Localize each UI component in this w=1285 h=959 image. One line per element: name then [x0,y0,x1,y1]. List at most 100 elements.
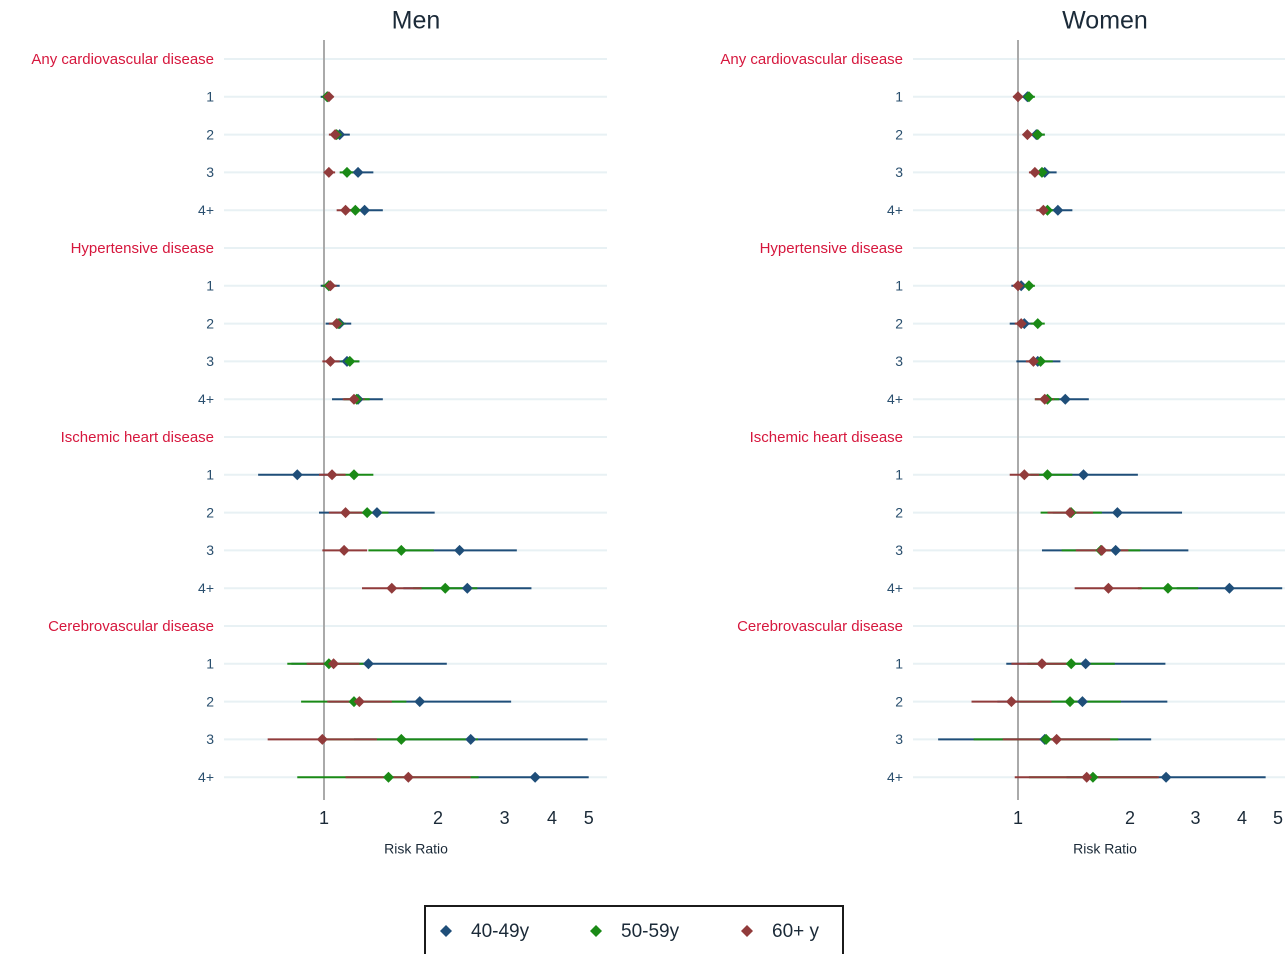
row-label: 1 [895,278,903,294]
estimate-marker-5059y [1162,582,1174,594]
row-label: 3 [206,164,214,180]
estimate-marker-4049y [1111,507,1123,519]
x-axis-label: Risk Ratio [384,841,448,857]
estimate-marker-60y [316,733,328,745]
estimate-marker-60y [1012,91,1024,103]
row-label: 2 [206,315,214,331]
estimate-marker-60y [1036,658,1048,670]
estimate-marker-5059y [1023,280,1035,292]
estimate-marker-4049y [1080,658,1092,670]
group-label: Ischemic heart disease [750,429,903,446]
estimate-marker-60y [386,582,398,594]
x-tick-label: 2 [1125,808,1135,828]
estimate-marker-4049y [454,544,466,556]
row-label: 1 [206,278,214,294]
x-tick-label: 1 [1013,808,1023,828]
group-label: Cerebrovascular disease [737,618,903,635]
legend-marker-60y [741,925,753,937]
estimate-marker-60y [1102,582,1114,594]
x-tick-label: 4 [547,808,557,828]
estimate-marker-60y [353,696,365,708]
estimate-marker-60y [1064,507,1076,519]
estimate-marker-60y [1051,733,1063,745]
legend-marker-4049y [440,925,452,937]
estimate-marker-5059y [382,771,394,783]
row-label: 3 [206,731,214,747]
estimate-marker-5059y [1035,355,1047,367]
estimate-marker-4049y [359,204,371,216]
group-label: Hypertensive disease [71,240,214,257]
panel-title: Women [1062,7,1148,35]
row-label: 1 [206,656,214,672]
group-label: Any cardiovascular disease [31,51,214,68]
row-label: 3 [206,353,214,369]
x-tick-label: 5 [584,808,594,828]
legend-label: 40-49y [471,921,530,942]
row-label: 1 [895,89,903,105]
row-label: 1 [895,656,903,672]
estimate-marker-60y [324,280,336,292]
estimate-marker-4049y [371,507,383,519]
estimate-marker-5059y [439,582,451,594]
estimate-marker-5059y [1064,696,1076,708]
estimate-marker-4049y [1223,582,1235,594]
estimate-marker-4049y [1160,771,1172,783]
forest-panel-women: Women Any cardiovascular disease 1 2 3 4+ Hype… [720,7,1285,857]
estimate-marker-60y [1015,318,1027,330]
estimate-marker-60y [340,507,352,519]
estimate-marker-60y [1081,771,1093,783]
estimate-marker-60y [1037,204,1049,216]
estimate-marker-5059y [1041,469,1053,481]
estimate-marker-60y [1027,355,1039,367]
group-label: Hypertensive disease [760,240,903,257]
estimate-marker-5059y [349,204,361,216]
estimate-marker-5059y [1036,166,1048,178]
row-label: 3 [206,542,214,558]
estimate-marker-5059y [1087,771,1099,783]
estimate-marker-5059y [361,507,373,519]
estimate-marker-60y [1021,129,1033,141]
estimate-marker-4049y [1110,544,1122,556]
estimate-marker-60y [324,355,336,367]
estimate-marker-5059y [1032,318,1044,330]
row-label: 4+ [198,580,214,596]
estimate-marker-4049y [529,771,541,783]
x-tick-label: 2 [433,808,443,828]
estimate-marker-4049y [362,658,374,670]
estimate-marker-60y [1096,544,1108,556]
gridlines [913,58,1285,779]
row-label: 2 [895,504,903,520]
row-label: 3 [895,353,903,369]
estimate-marker-60y [328,658,340,670]
estimate-marker-60y [329,129,341,141]
estimate-marker-60y [340,204,352,216]
row-label: 3 [895,164,903,180]
estimate-marker-60y [1018,469,1030,481]
estimate-marker-60y [331,318,343,330]
estimate-marker-4049y [1076,696,1088,708]
estimate-marker-5059y [395,733,407,745]
row-label: 1 [206,467,214,483]
estimate-marker-4049y [461,582,473,594]
estimate-marker-4049y [1059,393,1071,405]
row-label: 2 [895,693,903,709]
x-tick-label: 1 [319,808,329,828]
row-label: 3 [895,731,903,747]
row-label: 4+ [887,580,903,596]
estimate-marker-60y [1012,280,1024,292]
estimate-marker-60y [348,393,360,405]
estimate-marker-5059y [395,544,407,556]
estimate-marker-4049y [1052,204,1064,216]
panel-title: Men [392,7,441,35]
legend: 40-49y 50-59y 60+ y [424,905,844,957]
row-label: 2 [895,126,903,142]
row-label: 4+ [887,769,903,785]
estimate-marker-4049y [414,696,426,708]
row-label: 4+ [198,769,214,785]
estimate-marker-4049y [291,469,303,481]
legend-label: 60+ y [772,921,820,942]
estimate-marker-5059y [1040,733,1052,745]
estimate-marker-5059y [344,355,356,367]
legend-box [424,905,844,957]
